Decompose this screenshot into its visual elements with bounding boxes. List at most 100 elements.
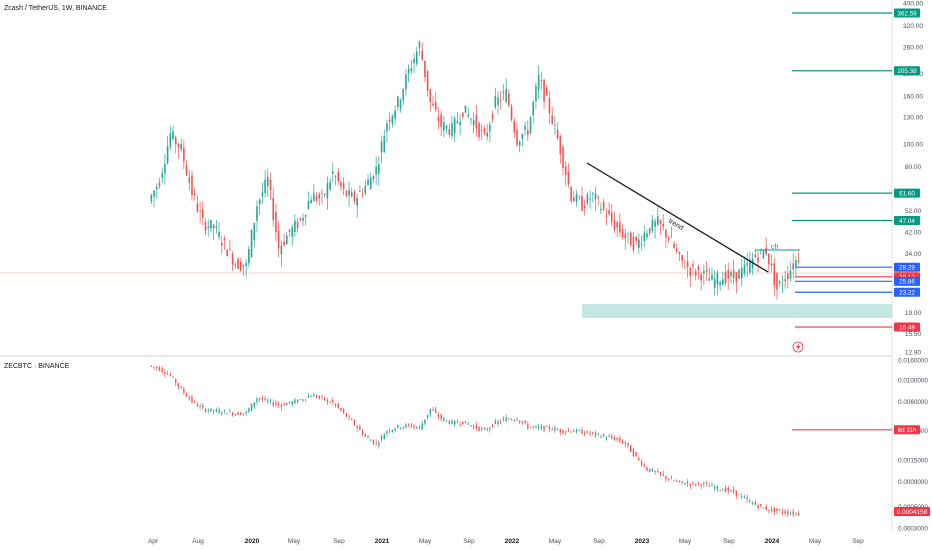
sub-candle — [421, 423, 423, 430]
sub-candle — [627, 442, 629, 446]
main-candle — [659, 219, 662, 224]
main-candle — [703, 270, 705, 274]
main-candle — [768, 253, 770, 265]
main-candle — [665, 229, 667, 238]
main-candle — [215, 226, 218, 228]
main-candle — [524, 125, 526, 130]
sub-candle — [527, 424, 529, 429]
sub-candle — [676, 481, 678, 482]
main-candle — [694, 271, 697, 276]
sub-candle — [543, 426, 545, 431]
sub-candle — [554, 427, 556, 431]
ch-label: ch — [771, 244, 779, 251]
main-candle — [350, 192, 353, 197]
sub-candle — [429, 408, 432, 415]
sub-candle — [535, 426, 537, 427]
sub-candle — [797, 513, 800, 516]
main-candle — [248, 248, 250, 264]
price-tick-label: 12.90 — [905, 350, 922, 357]
sub-candle — [353, 419, 356, 425]
sub-candle — [602, 434, 605, 437]
sub-candle — [776, 508, 778, 512]
sub-candle — [269, 400, 272, 402]
sub-candle — [443, 418, 445, 420]
main-candle — [410, 68, 413, 72]
level-badge — [894, 322, 920, 332]
price-tick-label: 160.00 — [903, 94, 923, 101]
sub-candle — [730, 490, 732, 491]
sub-candle — [760, 504, 762, 506]
level-badge — [894, 188, 920, 198]
sub-candle — [551, 429, 553, 431]
main-candle — [172, 131, 174, 139]
sub-candle — [792, 511, 794, 515]
sub-candle — [342, 409, 345, 413]
main-candle — [643, 232, 646, 242]
main-candle — [554, 124, 556, 126]
sub-candle — [459, 424, 461, 425]
trend-line[interactable] — [586, 162, 769, 273]
main-candle — [483, 128, 486, 134]
main-candle — [280, 245, 283, 255]
main-candle — [589, 199, 591, 201]
sub-candle — [245, 411, 247, 414]
main-candle — [513, 121, 516, 133]
main-candle — [456, 121, 459, 123]
sub-candle — [313, 394, 315, 397]
lightning-icon[interactable] — [792, 341, 804, 353]
main-candle — [670, 236, 673, 238]
level-badge — [894, 66, 920, 76]
sub-candle — [193, 401, 196, 403]
sub-candle — [578, 430, 580, 432]
sub-candle — [258, 397, 261, 400]
price-tick-label: 400.00 — [903, 1, 923, 8]
main-candle — [359, 191, 361, 192]
sub-candle — [754, 501, 757, 505]
main-candle — [667, 237, 670, 240]
main-candle — [372, 175, 375, 180]
main-candle — [340, 181, 342, 187]
support-zone[interactable] — [582, 304, 892, 318]
price-tick-label: 52.00 — [905, 208, 922, 215]
main-candle — [185, 165, 188, 175]
level-badge — [894, 8, 920, 18]
sub-candle — [180, 387, 182, 388]
sub-candle — [183, 388, 185, 393]
sub-candle — [556, 429, 559, 431]
sub-candle — [497, 421, 499, 424]
main-candle — [405, 74, 407, 90]
sub-candle — [765, 506, 767, 511]
sub-candle — [166, 373, 169, 375]
main-candle — [231, 253, 234, 265]
sub-candle — [370, 440, 372, 442]
main-candle — [183, 147, 185, 162]
main-candle — [437, 116, 440, 122]
sub-candle — [361, 430, 364, 436]
main-candle — [787, 273, 789, 279]
main-candle — [470, 118, 472, 120]
sub-candle — [223, 410, 226, 412]
sub-candle — [773, 508, 775, 513]
main-candle — [334, 176, 337, 178]
level-value: 23.22 — [899, 290, 915, 297]
sub-candle — [762, 507, 765, 509]
main-candle — [613, 220, 616, 230]
main-chart-title: Zcash / TetherUS, 1W, BINANCE — [4, 5, 107, 12]
time-tick-label: May — [549, 538, 562, 545]
main-candle — [207, 226, 210, 229]
main-candle — [673, 243, 675, 248]
sub-candle — [703, 483, 705, 485]
sub-candle — [323, 397, 326, 401]
main-candle — [443, 122, 445, 131]
sub-candle — [681, 481, 683, 483]
main-candle — [464, 105, 467, 113]
sub-candle — [207, 410, 209, 412]
sub-candle — [586, 431, 589, 433]
main-candle — [724, 271, 727, 284]
level-value: 6d 11h — [898, 427, 917, 434]
main-candle — [253, 222, 256, 240]
main-candle — [299, 218, 302, 220]
time-axis[interactable]: Apr Aug 2020 May Sep 2021 May Sep 2022 May Sep 2023… — [148, 538, 864, 545]
sub-candle — [329, 401, 331, 403]
